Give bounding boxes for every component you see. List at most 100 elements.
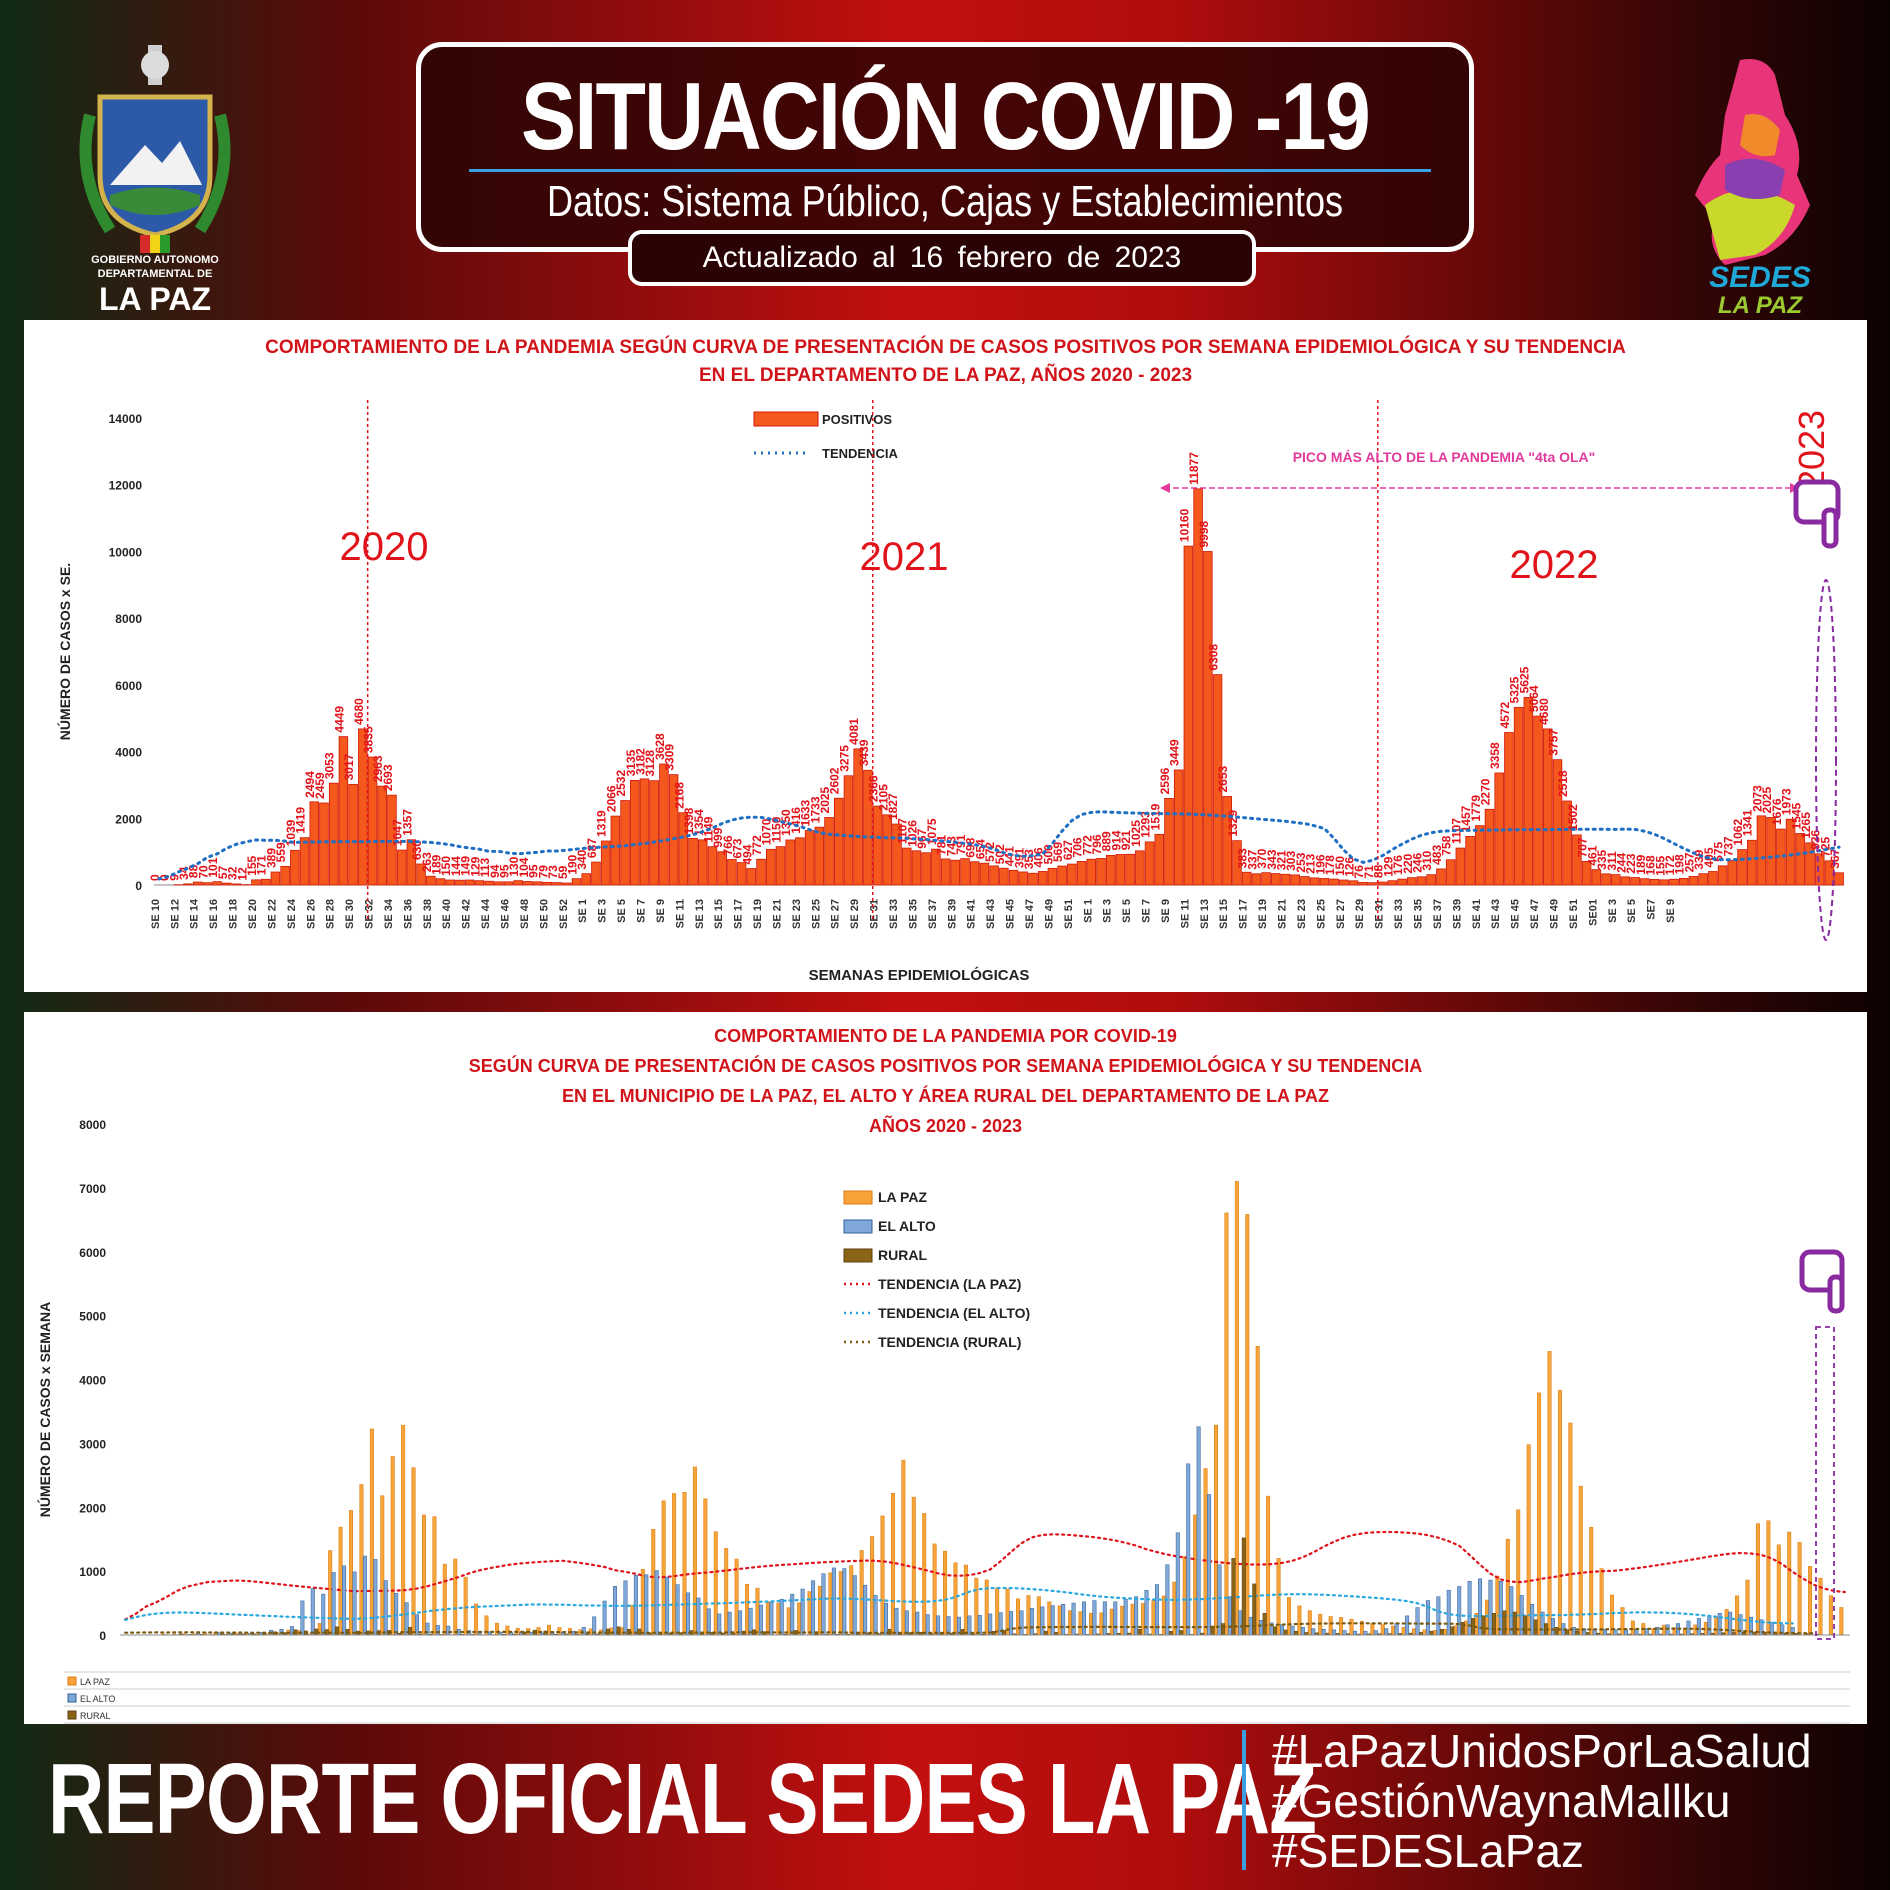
chart2-bar-rural — [1137, 1629, 1142, 1636]
chart1-bar — [969, 861, 980, 886]
chart1-data-label: 2025 — [818, 786, 832, 813]
chart1-data-label: 343 — [1265, 849, 1279, 869]
chart1-xtick-label: SE 28 — [325, 899, 337, 929]
chart1-bar — [212, 881, 222, 886]
chart2-bar-la-paz — [1755, 1523, 1760, 1636]
chart1-bar — [270, 871, 281, 886]
chart2-bar-la-paz — [818, 1585, 822, 1636]
chart1-bar — [1193, 488, 1203, 886]
chart1-data-label: 698 — [964, 837, 978, 857]
chart1-bar — [1523, 696, 1534, 886]
chart1-data-label: 1398 — [682, 807, 696, 834]
chart1-data-label: 129 — [468, 856, 482, 876]
chart1-bar — [192, 881, 203, 886]
chart1-bar — [1834, 872, 1844, 886]
chart1-data-label: 796 — [1090, 834, 1104, 854]
chart2-bar-la-paz — [380, 1495, 385, 1636]
chart1-bar — [1572, 834, 1582, 886]
chart2-bar-el-alto — [342, 1565, 347, 1636]
chart1-data-label: 1319 — [595, 810, 609, 837]
chart1-data-label: 367 — [1828, 848, 1842, 868]
chart1-xtick-label: SE 7 — [1141, 899, 1153, 923]
chart1-xtick-label: SE 25 — [1315, 899, 1327, 929]
chart1-data-label: 936 — [1809, 829, 1823, 849]
chart2-bar-la-paz — [359, 1484, 364, 1636]
chart1-bar — [532, 881, 543, 886]
chart1-data-label: 9998 — [1197, 520, 1211, 547]
chart1-bar — [1649, 878, 1660, 886]
chart1-bar — [727, 859, 737, 886]
chart1-x-axis-label: SEMANAS EPIDEMIOLÓGICAS — [809, 966, 1030, 984]
chart2-table-swatch — [67, 1676, 77, 1686]
chart2-bar-la-paz — [1714, 1616, 1719, 1636]
chart2-bar-la-paz — [1068, 1610, 1073, 1636]
chart2-bar-el-alto — [1373, 1630, 1378, 1636]
chart1-xtick-label: SE 12 — [169, 899, 181, 929]
chart1-data-label: 198 — [1673, 854, 1687, 874]
chart1-bar — [1533, 715, 1543, 886]
chart2-bar-la-paz — [1787, 1531, 1792, 1636]
chart1-xtick-label: SE 52 — [558, 899, 570, 929]
chart1-data-label: 999 — [711, 827, 725, 847]
chart2-bar-el-alto — [1332, 1629, 1337, 1636]
chart2-bar-la-paz — [943, 1550, 948, 1636]
chart2-bar-la-paz — [1370, 1623, 1375, 1636]
chart2-title-line2: SEGÚN CURVA DE PRESENTACIÓN DE CASOS POS… — [468, 1056, 1423, 1076]
chart-panel-municipalities: COMPORTAMIENTO DE LA PANDEMIA POR COVID-… — [24, 1012, 1867, 1724]
chart2-bar-la-paz — [838, 1571, 843, 1636]
chart1-xtick-label: SE 19 — [752, 899, 764, 929]
chart1-data-label: 2168 — [672, 782, 686, 809]
logo-text-line1: GOBIERNO AUTONOMO — [91, 254, 219, 266]
chart2-bar-el-alto — [1144, 1590, 1149, 1636]
chart2-bar-la-paz — [1234, 1181, 1239, 1636]
chart1-bar — [503, 881, 514, 886]
chart2-bar-la-paz — [995, 1587, 1000, 1636]
chart1-bar — [319, 802, 329, 886]
chart2-bar-la-paz — [1526, 1444, 1531, 1636]
chart1-data-label: 4680 — [352, 698, 366, 725]
chart1-data-label: 12 — [235, 867, 249, 881]
chart2-bar-la-paz — [1099, 1612, 1104, 1636]
chart1-bar — [1737, 849, 1747, 886]
chart2-bar-el-alto — [1321, 1629, 1326, 1636]
chart2-bar-el-alto — [352, 1571, 357, 1636]
chart-panel-department: COMPORTAMIENTO DE LA PANDEMIA SEGÚN CURV… — [24, 320, 1867, 992]
chart1-data-label: 1047 — [391, 819, 405, 846]
chart1-xtick-label: SE 11 — [674, 899, 686, 928]
chart1-data-label: 2532 — [614, 770, 628, 797]
chart2-bar-la-paz — [1016, 1598, 1020, 1636]
chart1-bar — [1329, 878, 1339, 886]
chart2-ytick-label: 3000 — [79, 1437, 106, 1451]
chart1-data-label: 2105 — [876, 784, 890, 811]
chart1-bar — [1037, 871, 1048, 886]
chart1-data-label: 178 — [1323, 855, 1337, 875]
chart2-bar-rural — [1450, 1626, 1455, 1636]
chart1-data-label: 144 — [449, 856, 463, 876]
chart1-xtick-label: SE 27 — [1335, 899, 1347, 929]
chart2-bar-rural — [1533, 1619, 1538, 1636]
chart1-data-label: 1779 — [1469, 795, 1483, 822]
chart1-ytick-label: 8000 — [115, 612, 142, 626]
chart2-bar-el-alto — [1467, 1581, 1472, 1636]
chart1-bar — [795, 837, 805, 886]
chart2-bar-la-paz — [547, 1624, 552, 1636]
chart2-bar-el-alto — [904, 1610, 909, 1636]
chart2-bar-el-alto — [1050, 1605, 1055, 1636]
chart1-bar — [1203, 551, 1213, 886]
chart1-xtick-label: SE 29 — [1354, 899, 1366, 929]
gobierno-departamental-logo: GOBIERNO AUTONOMO DEPARTAMENTAL DE LA PA… — [70, 45, 240, 320]
chart1-bar — [1397, 878, 1407, 886]
chart2-ytick-label: 6000 — [79, 1246, 106, 1260]
chart1-bar — [1630, 877, 1640, 886]
footer-divider — [1242, 1730, 1246, 1870]
chart1-bar — [668, 774, 679, 886]
chart1-bar — [435, 878, 446, 886]
chart1-ytick-label: 14000 — [109, 412, 143, 426]
chart1-data-label: 1827 — [886, 793, 900, 820]
chart1-data-label: 1150 — [769, 816, 783, 842]
chart1-data-label: 88 — [187, 864, 201, 878]
chart2-ytick-label: 1000 — [79, 1565, 106, 1579]
chart1-bar — [484, 880, 494, 886]
chart1-trend-line — [157, 810, 1841, 881]
chart2-bar-el-alto — [383, 1580, 388, 1636]
